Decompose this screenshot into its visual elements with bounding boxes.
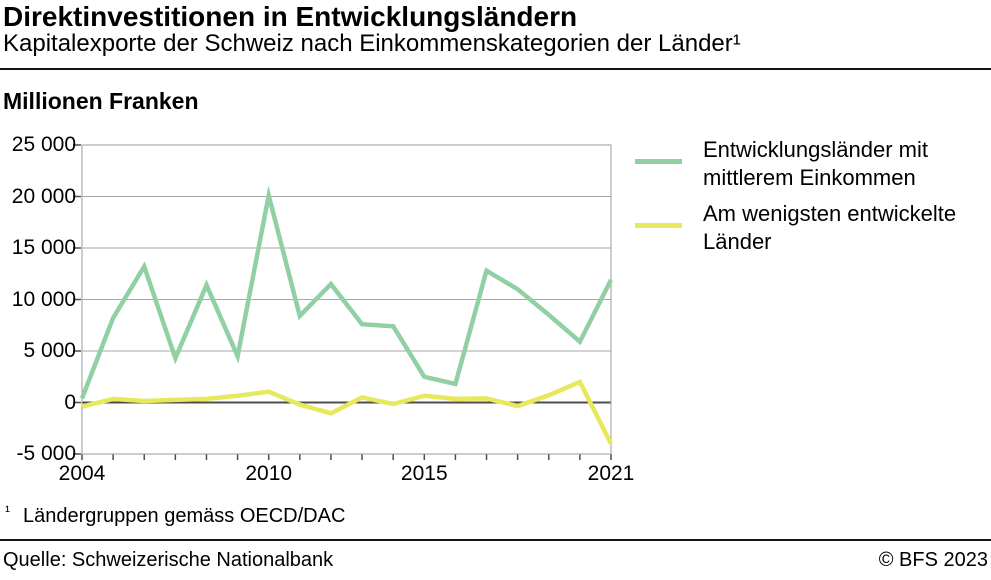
x-tick-label: 2021 bbox=[587, 462, 635, 485]
legend-item: Am wenigsten entwickelte Länder bbox=[635, 200, 991, 256]
legend-swatch bbox=[635, 159, 682, 164]
y-tick-label: 10 000 bbox=[11, 287, 76, 311]
footnote-text: Ländergruppen gemäss OECD/DAC bbox=[23, 505, 346, 527]
x-tick-label: 2015 bbox=[400, 462, 448, 485]
y-tick-label: 20 000 bbox=[11, 184, 76, 208]
y-axis-unit-label: Millionen Franken bbox=[3, 88, 199, 114]
header-divider bbox=[0, 68, 991, 70]
copyright-text: © BFS 2023 bbox=[878, 549, 988, 571]
legend-item: Entwicklungsländer mit mittlerem Einkomm… bbox=[635, 136, 991, 192]
legend-label: Am wenigsten entwickelte Länder bbox=[703, 201, 957, 254]
y-tick-label: 15 000 bbox=[11, 236, 76, 259]
y-tick-label: 0 bbox=[64, 390, 76, 414]
footnote: ¹ Ländergruppen gemäss OECD/DAC bbox=[5, 503, 345, 528]
page-title: Direktinvestitionen in Entwicklungslände… bbox=[3, 1, 578, 32]
x-tick-label: 2004 bbox=[58, 462, 106, 485]
x-tick-label: 2010 bbox=[245, 462, 293, 485]
page-subtitle: Kapitalexporte der Schweiz nach Einkomme… bbox=[3, 30, 741, 57]
legend-swatch bbox=[635, 223, 682, 228]
legend-label: Entwicklungsländer mit mittlerem Einkomm… bbox=[703, 137, 928, 190]
source-text: Quelle: Schweizerische Nationalbank bbox=[3, 549, 334, 571]
series-line-0 bbox=[79, 185, 614, 400]
chart-legend: Entwicklungsländer mit mittlerem Einkomm… bbox=[635, 136, 991, 264]
footer-divider bbox=[0, 539, 991, 541]
y-tick-label: 5 000 bbox=[23, 339, 76, 362]
plot-border bbox=[81, 144, 612, 455]
y-tick-label: -5 000 bbox=[16, 442, 76, 465]
footnote-marker: ¹ bbox=[5, 503, 10, 520]
y-tick-label: 25 000 bbox=[11, 133, 76, 156]
line-chart-plot bbox=[73, 144, 614, 460]
series-line-1 bbox=[81, 378, 614, 445]
